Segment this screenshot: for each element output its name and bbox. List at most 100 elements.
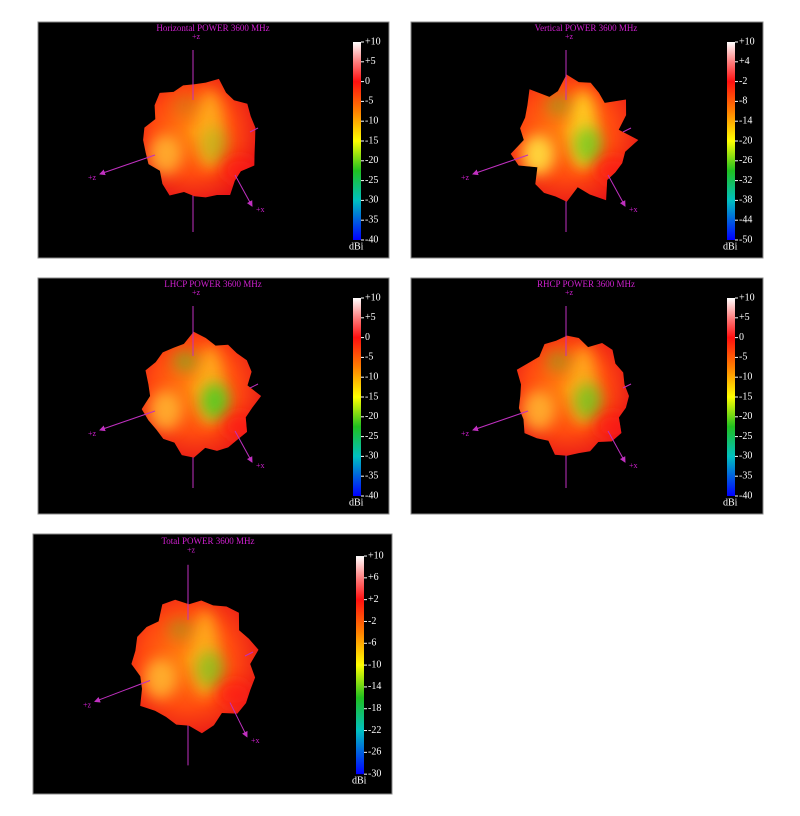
colorbar-tick-label: -40 — [739, 490, 752, 501]
y-stub — [249, 127, 259, 133]
colorbar-tick-label: -15 — [365, 135, 378, 146]
colorbar-tick-label: +10 — [365, 36, 381, 47]
colorbar-unit: dBi — [349, 241, 364, 252]
pattern-shading — [144, 609, 253, 708]
colorbar-tick-label: -30 — [365, 195, 378, 206]
axis-label: +x — [629, 461, 638, 470]
colorbar-tick-label: -8 — [739, 96, 747, 107]
shade — [217, 680, 253, 708]
y-stub — [622, 383, 632, 389]
shade — [522, 135, 554, 175]
colorbar-tick-label: -40 — [365, 234, 378, 245]
colorbar-tick-label: -20 — [365, 411, 378, 422]
axis-label: +z — [192, 32, 201, 41]
z-arrow — [99, 154, 156, 176]
axis-label: +x — [629, 205, 638, 214]
plot-panel: LHCP POWER 3600 MHz +10 +5 0 -5 -10 -15 -20 -25 -… — [37, 277, 390, 515]
x-arrow — [234, 174, 253, 207]
colorbar-unit: dBi — [723, 241, 738, 252]
colorbar-tick-label: -44 — [739, 214, 752, 225]
colorbar-tick-label: -30 — [739, 451, 752, 462]
plot-panel: Horizontal POWER 3600 MHz +10 +5 0 -5 -10 -15 -… — [37, 21, 390, 259]
shade — [574, 127, 602, 163]
colorbar-tick-label: -10 — [368, 659, 381, 670]
colorbar-tick-label: +4 — [739, 56, 750, 67]
plot-panel: RHCP POWER 3600 MHz +10 +5 0 -5 -10 -15 -20 -25 -… — [410, 277, 764, 515]
colorbar-tick-label: -30 — [368, 768, 381, 779]
shade — [149, 135, 181, 175]
colorbar-tick-label: -32 — [739, 175, 752, 186]
colorbar-tick-label: -35 — [739, 470, 752, 481]
shade — [522, 391, 554, 431]
colorbar-tick-label: -2 — [739, 76, 747, 87]
z-arrow — [472, 410, 529, 432]
colorbar-tick-label: -38 — [739, 195, 752, 206]
axis-label: +z — [192, 288, 201, 297]
colorbar-tick-label: +5 — [365, 312, 376, 323]
axis-label: +x — [256, 461, 265, 470]
z-arrow — [94, 680, 151, 703]
colorbar-tick-label: -5 — [365, 96, 373, 107]
shade — [144, 659, 176, 699]
colorbar-unit: dBi — [349, 497, 364, 508]
chart-title: RHCP POWER 3600 MHz — [537, 279, 635, 289]
colorbar-tick-label: +10 — [739, 36, 755, 47]
z-arrow — [472, 154, 529, 176]
axis-label: +z — [565, 288, 574, 297]
colorbar-tick-label: 0 — [365, 76, 370, 87]
colorbar-tick-label: -15 — [365, 391, 378, 402]
colorbar — [356, 556, 364, 775]
colorbar-tick-label: -35 — [365, 214, 378, 225]
y-stub — [244, 651, 254, 657]
colorbar-tick-label: 0 — [365, 332, 370, 343]
shade — [173, 95, 197, 115]
y-stub — [249, 383, 259, 389]
chart-title: Horizontal POWER 3600 MHz — [156, 23, 269, 33]
colorbar-tick-label: -20 — [739, 135, 752, 146]
axis-label: +x — [251, 736, 260, 745]
colorbar-tick-label: -35 — [365, 470, 378, 481]
colorbar-tick-label: -10 — [365, 371, 378, 382]
colorbar-tick-label: -50 — [739, 234, 752, 245]
colorbar-tick-label: -20 — [739, 411, 752, 422]
colorbar-tick-label: +10 — [368, 550, 384, 561]
shade — [546, 351, 570, 371]
colorbar-tick-label: -40 — [365, 490, 378, 501]
colorbar — [353, 298, 361, 496]
colorbar-tick-label: +5 — [739, 312, 750, 323]
colorbar-tick-label: -22 — [368, 725, 381, 736]
shade — [201, 127, 229, 163]
colorbar-tick-label: +10 — [365, 292, 381, 303]
colorbar-tick-label: -10 — [739, 371, 752, 382]
colorbar-tick-label: -6 — [368, 638, 376, 649]
colorbar — [727, 42, 735, 240]
axis-label: +z — [83, 701, 92, 710]
x-arrow — [607, 174, 626, 207]
shade — [149, 391, 181, 431]
plot-panel: Total POWER 3600 MHz +10 +6 +2 -2 -6 -10 -14 -18… — [32, 533, 393, 795]
colorbar-tick-label: -14 — [368, 681, 381, 692]
z-arrow — [99, 410, 156, 432]
colorbar-tick-label: -25 — [365, 431, 378, 442]
shade — [173, 351, 197, 371]
colorbar-tick-label: -10 — [365, 115, 378, 126]
axis-label: +z — [461, 429, 470, 438]
colorbar-tick-label: -30 — [365, 451, 378, 462]
y-stub — [622, 127, 632, 133]
x-arrow — [234, 430, 253, 463]
axis-label: +z — [461, 173, 470, 182]
colorbar-tick-label: -14 — [739, 115, 752, 126]
colorbar-tick-label: +6 — [368, 572, 379, 583]
x-arrow — [229, 702, 248, 738]
colorbar-tick-label: 0 — [739, 332, 744, 343]
colorbar-tick-label: -15 — [739, 391, 752, 402]
plot-panel: Vertical POWER 3600 MHz +10 +4 -2 -8 -14 -20 -2… — [410, 21, 764, 259]
shade — [168, 619, 192, 639]
colorbar-tick-label: +5 — [365, 56, 376, 67]
chart-title: LHCP POWER 3600 MHz — [164, 279, 261, 289]
panel-background — [410, 277, 764, 515]
colorbar-tick-label: -25 — [365, 175, 378, 186]
colorbar-unit: dBi — [352, 775, 367, 786]
colorbar-tick-label: -18 — [368, 703, 381, 714]
